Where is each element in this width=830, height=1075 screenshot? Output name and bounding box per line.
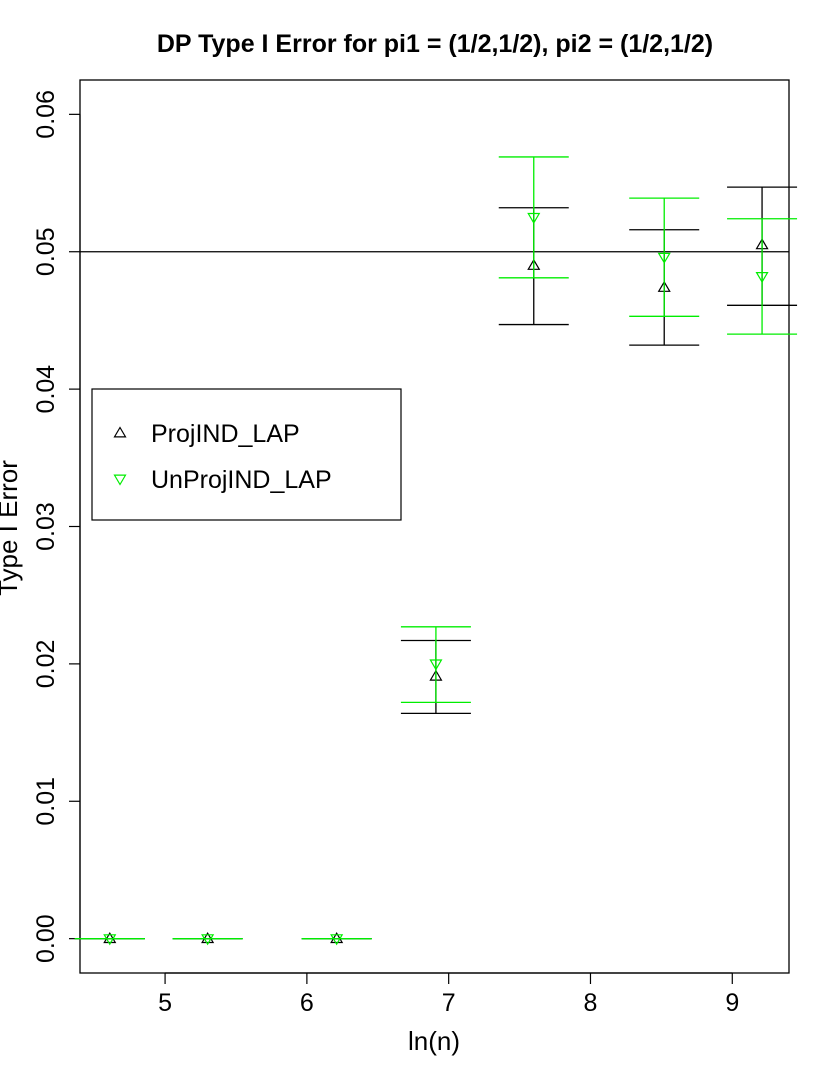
plot-frame: [79, 79, 790, 974]
legend: ProjIND_LAP UnProjIND_LAP: [91, 388, 402, 521]
y-tick-label: 0.04: [32, 365, 60, 414]
x-tick-label: 9: [725, 989, 739, 1017]
y-axis: 0.00 0.01 0.02 0.03 0.04 0.05 0.06: [32, 90, 81, 963]
x-axis: 5 6 7 8 9: [158, 972, 739, 1017]
data-point-triangle-down: [429, 659, 443, 671]
data-point-triangle-down: [755, 272, 769, 284]
data-point-triangle-up: [330, 931, 344, 944]
series-layer: [74, 156, 798, 946]
x-axis-label: ln(n): [408, 1026, 460, 1056]
y-tick-label: 0.06: [32, 90, 60, 139]
chart-title: DP Type I Error for pi1 = (1/2,1/2), pi2…: [157, 30, 713, 58]
data-point-triangle-down: [330, 934, 344, 946]
series-unprojind-lap: [74, 156, 798, 946]
data-point-triangle-down: [103, 934, 117, 946]
y-tick-label: 0.02: [32, 640, 60, 689]
data-point-triangle-down: [527, 212, 541, 225]
data-point-triangle-down: [657, 252, 671, 264]
x-tick-label: 8: [584, 989, 598, 1017]
legend-label: UnProjIND_LAP: [151, 466, 332, 494]
y-tick-label: 0.01: [32, 777, 60, 826]
legend-box: [91, 388, 402, 521]
y-tick-label: 0.05: [32, 227, 60, 276]
x-tick-label: 7: [442, 989, 456, 1017]
y-axis-label: Type I Error: [0, 460, 23, 596]
legend-marker-triangle-up: [113, 426, 127, 438]
x-tick-label: 6: [300, 989, 314, 1017]
x-tick-label: 5: [158, 989, 172, 1017]
data-point-triangle-up: [103, 931, 117, 944]
data-point-triangle-up: [201, 931, 215, 944]
y-tick-label: 0.00: [32, 914, 60, 963]
legend-label: ProjIND_LAP: [151, 420, 300, 448]
series-projind-lap: [74, 186, 798, 944]
legend-marker-triangle-down: [113, 474, 127, 486]
y-tick-label: 0.03: [32, 502, 60, 551]
data-point-triangle-down: [201, 934, 215, 946]
